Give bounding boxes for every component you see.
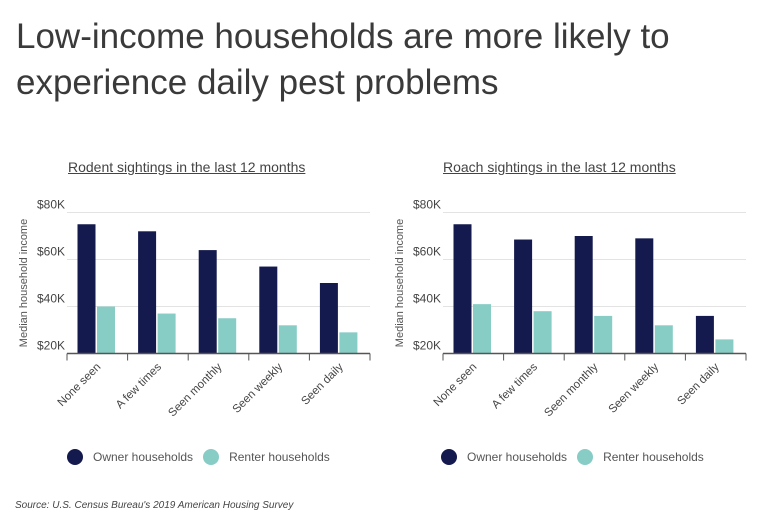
owner-bar xyxy=(635,238,654,354)
renter-bar xyxy=(594,315,613,354)
owner-bar xyxy=(319,283,338,354)
renter-legend-label: Renter households xyxy=(229,450,330,464)
roach-legend: Owner households Renter households xyxy=(441,449,714,465)
owner-bar xyxy=(198,250,217,354)
rodent-chart-title: Rodent sightings in the last 12 months xyxy=(68,159,306,175)
owner-bar xyxy=(138,231,157,354)
renter-bar xyxy=(218,318,237,354)
y-axis-label: Median household income xyxy=(18,219,30,347)
x-tick-label: A few times xyxy=(114,361,164,411)
y-tick-label: $20K xyxy=(413,339,441,353)
owner-legend-label: Owner households xyxy=(93,450,194,464)
x-tick-label: None seen xyxy=(56,361,104,409)
x-tick-label: Seen monthly xyxy=(542,361,600,419)
y-axis-label: Median household income xyxy=(394,219,406,347)
y-tick-label: $80K xyxy=(37,198,65,212)
y-tick-label: $60K xyxy=(37,245,65,259)
x-tick-label: Seen daily xyxy=(299,361,346,408)
owner-bar xyxy=(574,236,593,354)
owner-bar xyxy=(695,315,714,354)
renter-bar xyxy=(715,339,734,354)
renter-bar xyxy=(278,325,297,354)
y-tick-label: $40K xyxy=(413,292,441,306)
owner-legend-swatch xyxy=(67,449,83,465)
renter-bar xyxy=(654,325,673,354)
renter-legend-label: Renter households xyxy=(603,450,704,464)
x-tick-label: A few times xyxy=(490,361,540,411)
page-title: Low-income households are more likely to… xyxy=(16,17,670,102)
source-note: Source: U.S. Census Bureau's 2019 Americ… xyxy=(15,500,294,511)
y-tick-label: $40K xyxy=(37,292,65,306)
owner-bar xyxy=(514,239,533,354)
rodent-chart: $20K $40K $60K $80K Median household income N… xyxy=(18,198,371,419)
owner-legend-label: Owner households xyxy=(467,450,568,464)
y-tick-label: $20K xyxy=(37,339,65,353)
owner-legend-swatch xyxy=(441,449,457,465)
roach-chart-title: Roach sightings in the last 12 months xyxy=(443,159,676,175)
x-tick-label: Seen monthly xyxy=(166,361,224,419)
x-tick-label: Seen weekly xyxy=(607,361,662,416)
owner-bar xyxy=(259,266,278,354)
owner-bar xyxy=(453,224,472,354)
roach-chart: $20K $40K $60K $80K Median household income N… xyxy=(394,198,747,419)
y-tick-label: $80K xyxy=(413,198,441,212)
x-tick-label: None seen xyxy=(432,361,480,409)
x-tick-label: Seen daily xyxy=(675,361,722,408)
renter-bar xyxy=(339,332,358,354)
x-tick-label: Seen weekly xyxy=(231,361,286,416)
renter-legend-swatch xyxy=(203,449,220,465)
rodent-legend: Owner households Renter households xyxy=(67,449,340,465)
renter-bar xyxy=(473,304,491,354)
renter-bar xyxy=(533,311,552,354)
renter-bar xyxy=(157,313,176,354)
renter-bar xyxy=(97,306,115,354)
owner-bar xyxy=(77,224,96,354)
y-tick-label: $60K xyxy=(413,245,441,259)
renter-legend-swatch xyxy=(577,449,594,465)
